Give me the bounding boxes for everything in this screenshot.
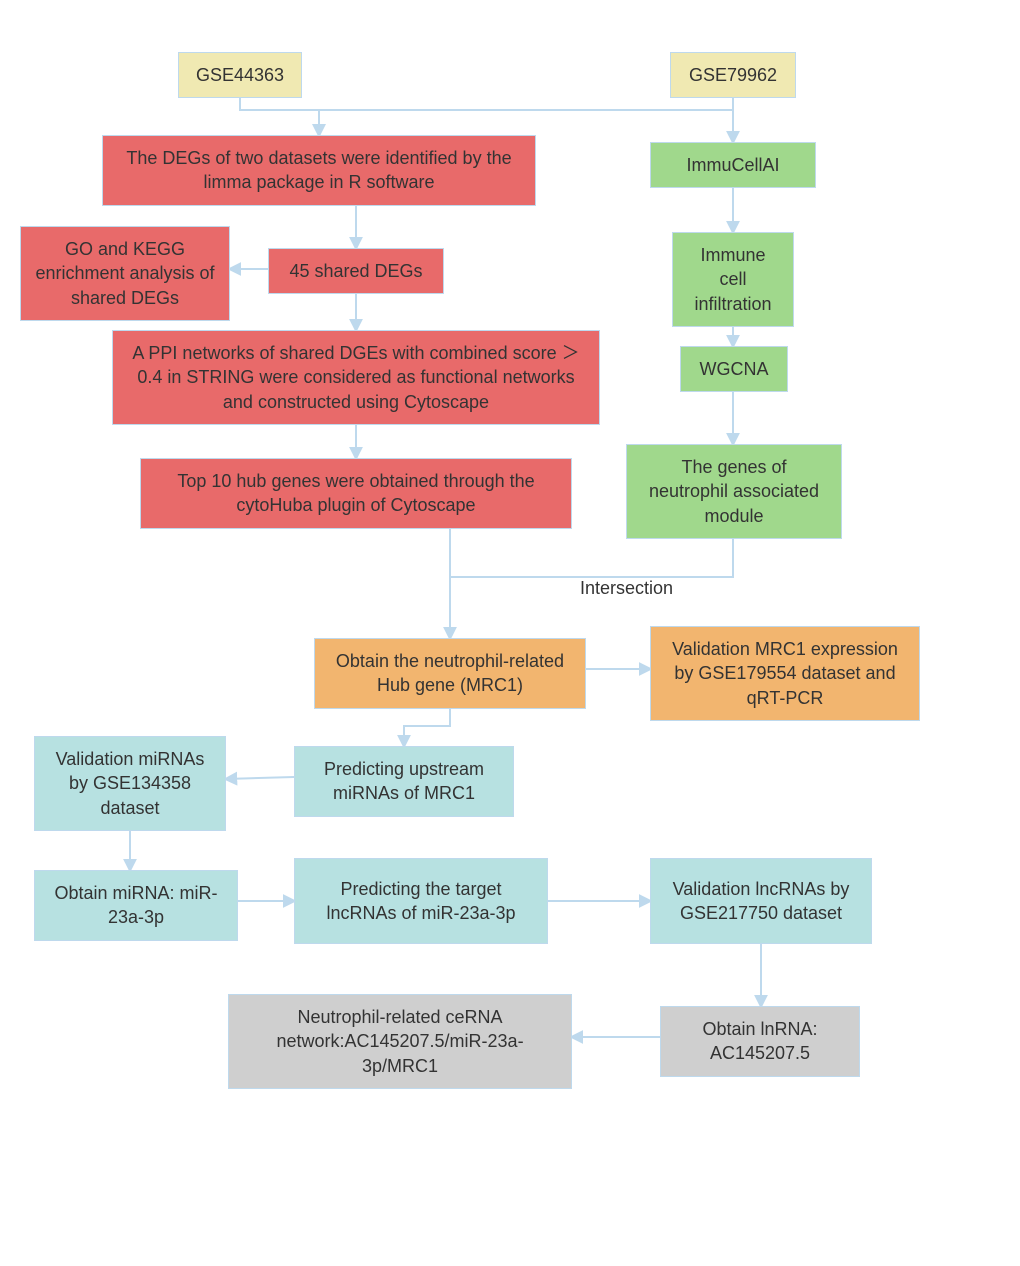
flow-node-ppi: A PPI networks of shared DGEs with combi… — [112, 330, 600, 425]
flow-node-obtain_mirna: Obtain miRNA: miR-23a-3p — [34, 870, 238, 941]
flow-edge — [226, 777, 294, 779]
flow-edge — [240, 94, 319, 135]
flow-node-wgcna: WGCNA — [680, 346, 788, 392]
flow-node-label: Validation lncRNAs by GSE217750 dataset — [665, 877, 857, 926]
flow-node-label: 45 shared DEGs — [289, 259, 422, 283]
flow-node-label: A PPI networks of shared DGEs with combi… — [127, 341, 585, 414]
flow-node-gse44363: GSE44363 — [178, 52, 302, 98]
flow-node-label: Obtain miRNA: miR-23a-3p — [49, 881, 223, 930]
flow-node-hub_mrc1: Obtain the neutrophil-related Hub gene (… — [314, 638, 586, 709]
flow-node-val_mirnas: Validation miRNAs by GSE134358 dataset — [34, 736, 226, 831]
flow-node-val_mrc1: Validation MRC1 expression by GSE179554 … — [650, 626, 920, 721]
flow-node-degs_limma: The DEGs of two datasets were identified… — [102, 135, 536, 206]
flow-node-immune_inf: Immune cell infiltration — [672, 232, 794, 327]
flow-node-label: Validation MRC1 expression by GSE179554 … — [665, 637, 905, 710]
flow-node-pred_mirnas: Predicting upstream miRNAs of MRC1 — [294, 746, 514, 817]
flow-node-label: GO and KEGG enrichment analysis of share… — [35, 237, 215, 310]
flow-node-pred_lncrnas: Predicting the target lncRNAs of miR-23a… — [294, 858, 548, 944]
flow-node-label: Obtain the neutrophil-related Hub gene (… — [329, 649, 571, 698]
flow-node-label: The DEGs of two datasets were identified… — [117, 146, 521, 195]
flow-node-label: Validation miRNAs by GSE134358 dataset — [49, 747, 211, 820]
flow-node-label: Predicting upstream miRNAs of MRC1 — [309, 757, 499, 806]
flow-node-top10: Top 10 hub genes were obtained through t… — [140, 458, 572, 529]
flow-node-neut_module: The genes of neutrophil associated modul… — [626, 444, 842, 539]
flow-node-label: Top 10 hub genes were obtained through t… — [155, 469, 557, 518]
flowchart-canvas: GSE44363 GSE79962 The DEGs of two datasets… — [0, 30, 1020, 1236]
flow-node-go_kegg: GO and KEGG enrichment analysis of share… — [20, 226, 230, 321]
flow-node-cerna: Neutrophil-related ceRNA network:AC14520… — [228, 994, 572, 1089]
flow-node-label: Neutrophil-related ceRNA network:AC14520… — [243, 1005, 557, 1078]
flow-node-label: Obtain lnRNA: AC145207.5 — [675, 1017, 845, 1066]
flow-edge-label-intersection: Intersection — [580, 578, 673, 599]
flow-node-label: ImmuCellAI — [686, 153, 779, 177]
flow-node-degs45: 45 shared DEGs — [268, 248, 444, 294]
flow-node-label: GSE79962 — [689, 63, 777, 87]
flow-node-label: Predicting the target lncRNAs of miR-23a… — [309, 877, 533, 926]
flow-node-label: GSE44363 — [196, 63, 284, 87]
flow-node-immucell: ImmuCellAI — [650, 142, 816, 188]
flow-node-obtain_lnrna: Obtain lnRNA: AC145207.5 — [660, 1006, 860, 1077]
flow-node-label: The genes of neutrophil associated modul… — [641, 455, 827, 528]
flow-node-label: WGCNA — [700, 357, 769, 381]
flow-node-gse79962: GSE79962 — [670, 52, 796, 98]
flow-node-val_lncrnas: Validation lncRNAs by GSE217750 dataset — [650, 858, 872, 944]
flow-edge — [319, 94, 733, 135]
flow-node-label: Immune cell infiltration — [687, 243, 779, 316]
